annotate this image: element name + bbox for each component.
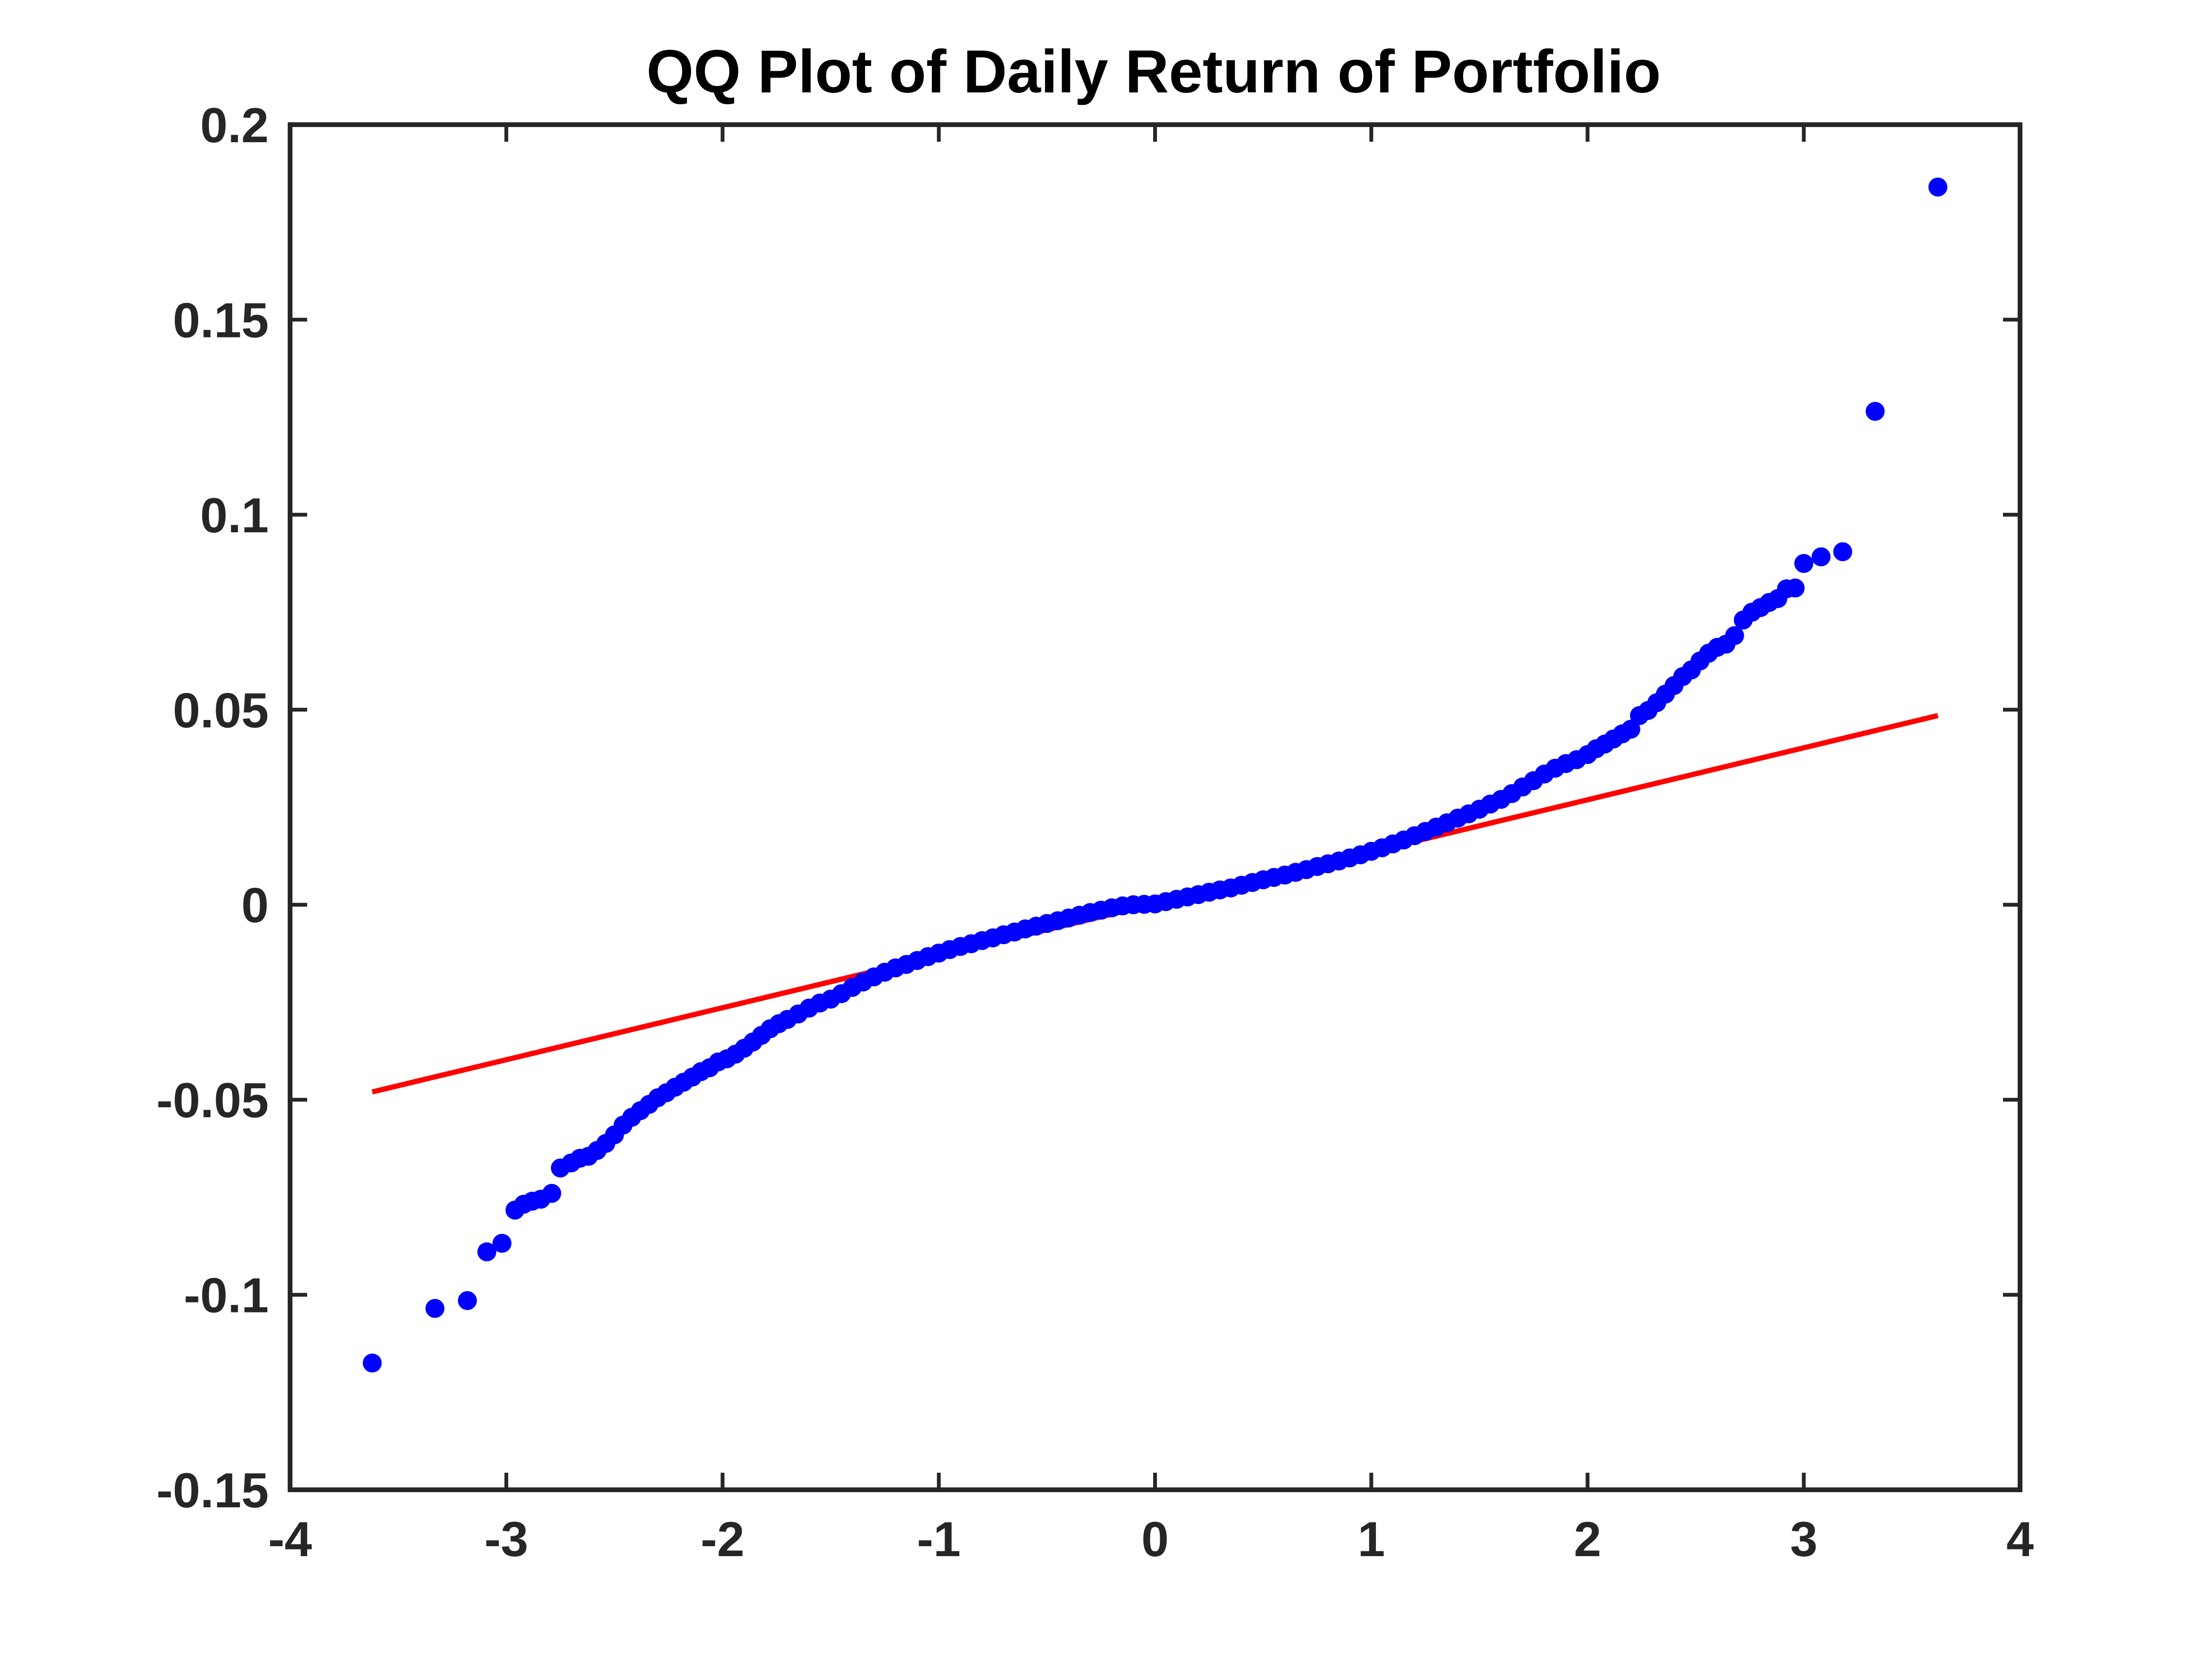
data-point [1785,578,1805,598]
x-tick-label: 2 [1574,1512,1602,1567]
plot-area [363,177,1948,1373]
data-point [1725,626,1744,645]
x-tick-label: 1 [1357,1512,1385,1567]
data-point [1866,401,1885,421]
data-point [363,1353,382,1373]
y-tick-label: 0.2 [200,98,269,153]
y-tick-label: 0.15 [173,293,269,348]
x-tick-label: -2 [701,1512,744,1567]
data-point [425,1299,445,1318]
x-tick-label: -3 [484,1512,528,1567]
y-tick-label: 0.1 [200,488,269,543]
x-tick-label: -4 [268,1512,312,1567]
axes-box [288,122,2022,1492]
data-point [1794,554,1813,573]
x-tick-label: 3 [1790,1512,1818,1567]
y-tick-label: 0 [241,878,269,933]
y-tick-label: -0.05 [156,1073,269,1128]
x-tick-label: 0 [1141,1512,1169,1567]
axes: -4 -3 -2 -1 0 1 2 3 4 -0.15 -0.1 -0.05 0 0.05 0.1 0.15 0… [156,98,2034,1567]
data-point [492,1233,512,1253]
data-point [1621,720,1640,739]
data-point [1833,542,1852,562]
y-tick-label: 0.05 [173,683,269,738]
chart-title: QQ Plot of Daily Return of Portfolio [646,38,1661,106]
x-tick-label: -1 [917,1512,961,1567]
data-point [458,1291,477,1310]
data-point [477,1242,497,1262]
y-tick-label: -0.1 [184,1268,269,1323]
y-tick-label: -0.15 [156,1463,269,1518]
x-tick-label: 4 [2006,1512,2034,1567]
data-point [1928,177,1948,197]
data-point [1811,547,1831,566]
data-point [542,1184,562,1203]
